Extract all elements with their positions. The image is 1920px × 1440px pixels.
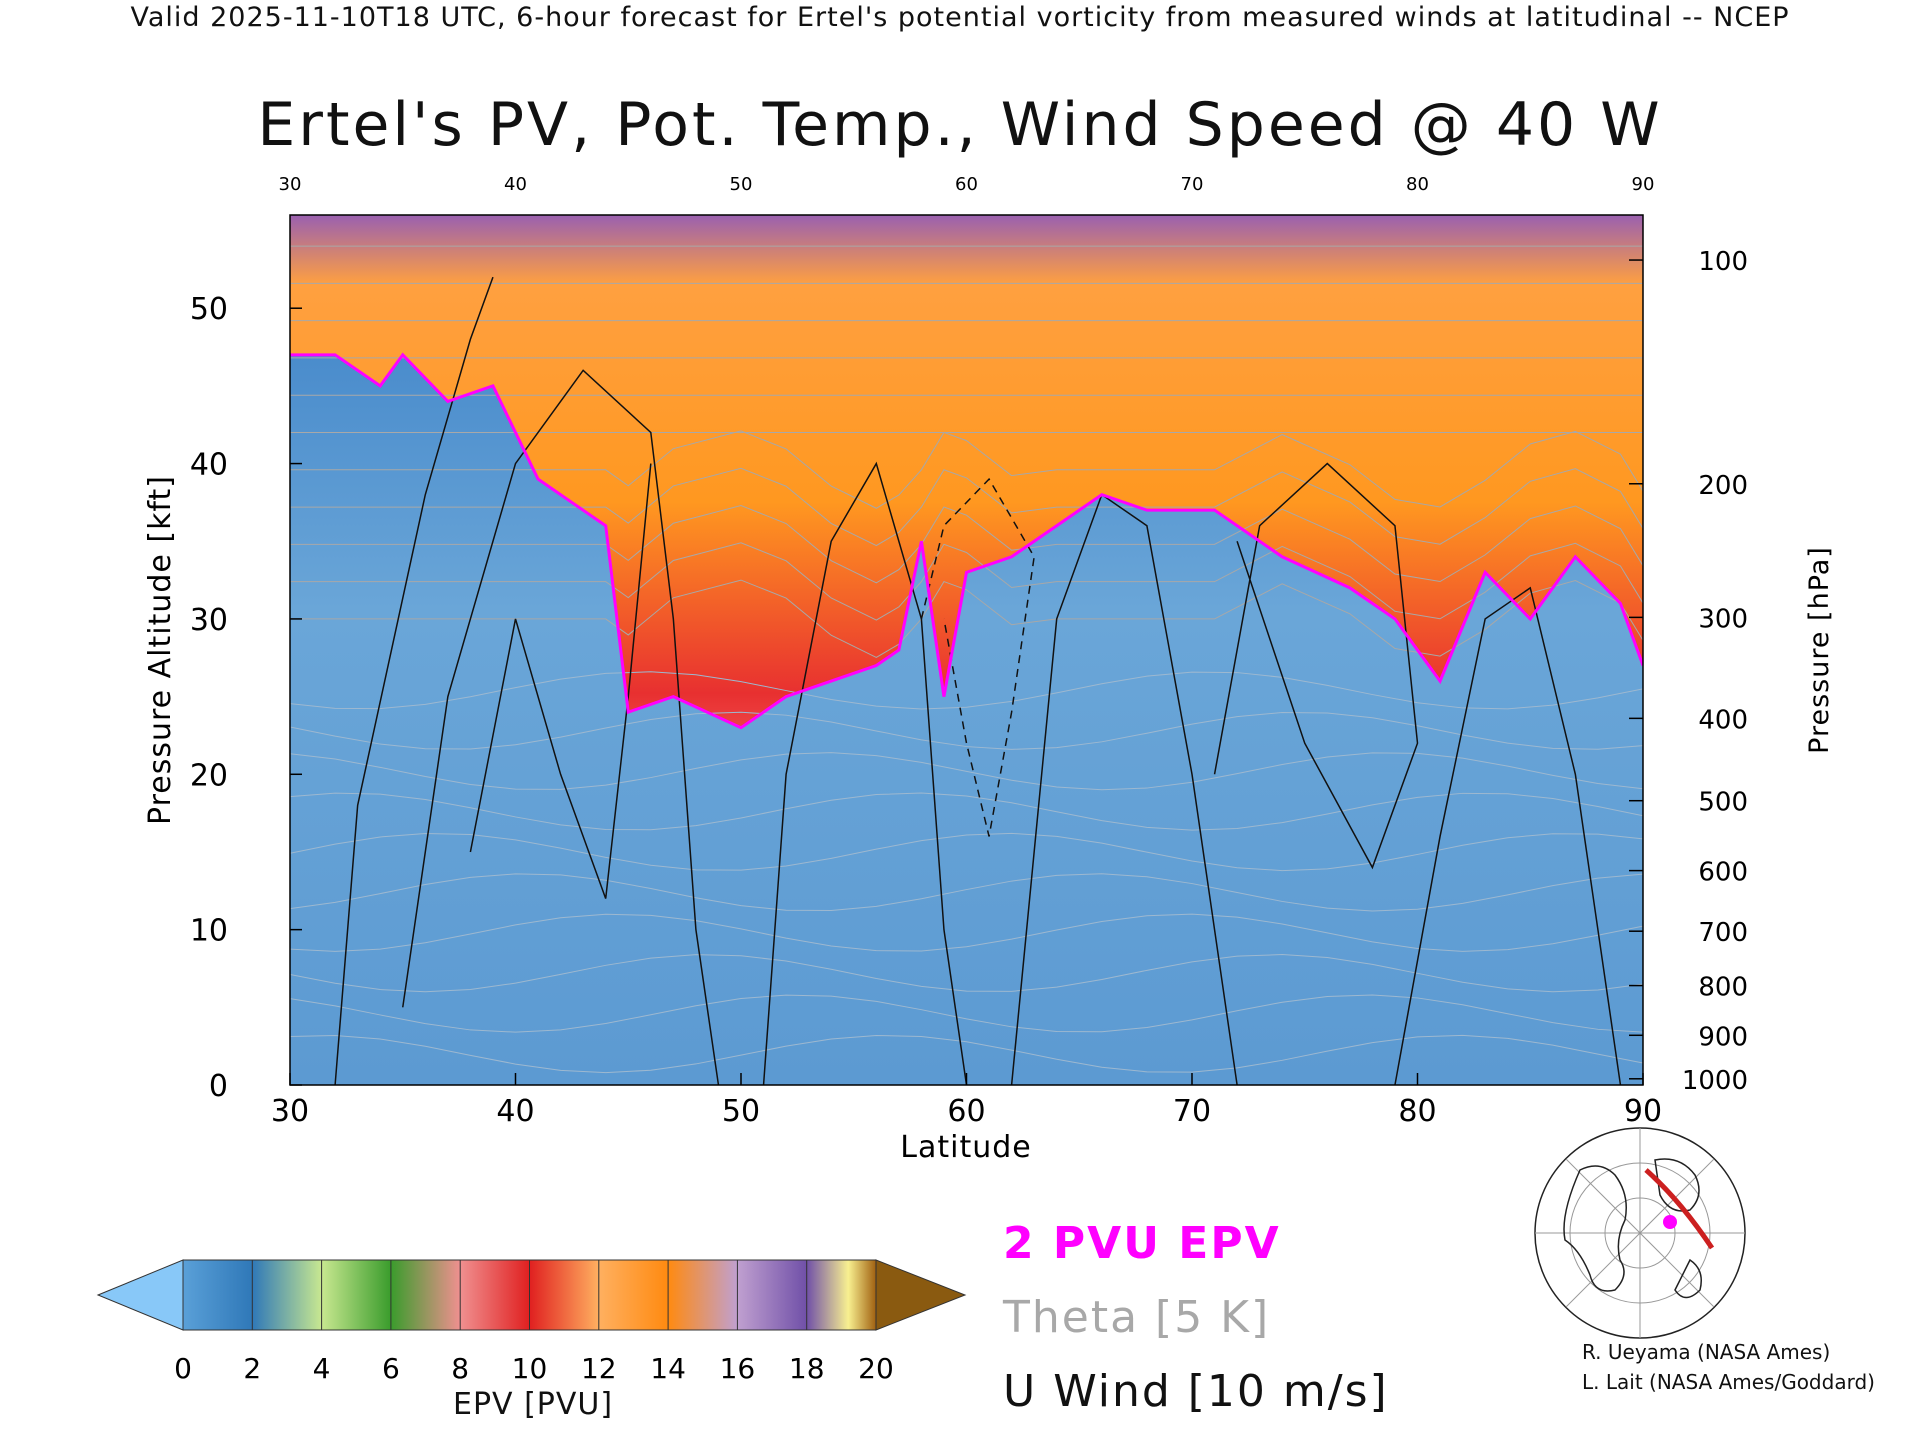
colorbar-tick-label: 12 <box>581 1352 617 1385</box>
map-coastline <box>1563 1158 1702 1299</box>
x-top-tick-label: 80 <box>1406 174 1429 195</box>
chart-title: Ertel's PV, Pot. Temp., Wind Speed @ 40 … <box>257 90 1663 160</box>
theta-contour <box>290 542 1643 621</box>
y-axis-label-right: Pressure [hPa] <box>1804 546 1835 754</box>
colorbar-tick-label: 14 <box>650 1352 686 1385</box>
map-location-marker <box>1663 1215 1677 1229</box>
valid-time-header: Valid 2025-11-10T18 UTC, 6-hour forecast… <box>130 2 1790 33</box>
x-tick-label: 40 <box>496 1094 534 1129</box>
x-tick-label: 60 <box>947 1094 985 1129</box>
theta-contour <box>290 711 1643 750</box>
u-wind-contour <box>1394 586 1622 1085</box>
y-tick-label-right: 800 <box>1698 973 1748 1003</box>
theta-contour <box>290 671 1643 710</box>
epv-colorbar: 0 2 4 6 8 10 12 14 16 18 20 <box>96 1259 967 1385</box>
u-wind-contour <box>469 463 652 899</box>
x-top-tick-label: 30 <box>279 174 302 195</box>
theta-contour <box>290 430 1643 509</box>
x-top-tick-label: 50 <box>730 174 753 195</box>
u-wind-negative-contour <box>920 477 1035 837</box>
colorbar-tick-label: 18 <box>789 1352 825 1385</box>
colorbar-label: EPV [PVU] <box>453 1387 614 1422</box>
y-tick-label-right: 500 <box>1698 788 1748 818</box>
tropopause-2pvu-line <box>290 352 1643 730</box>
y-tick-label-left: 50 <box>190 292 228 327</box>
theta-contour <box>290 792 1643 831</box>
y-tick-label-right: 400 <box>1698 705 1748 735</box>
x-tick-label: 30 <box>271 1094 309 1129</box>
credit-ueyama: R. Ueyama (NASA Ames) <box>1582 1340 1831 1364</box>
theta-contour <box>290 873 1643 912</box>
x-tick-label: 70 <box>1173 1094 1211 1129</box>
u-wind-contour <box>762 461 968 1085</box>
x-tick-label: 80 <box>1398 1094 1436 1129</box>
u-wind-contour <box>334 276 494 1085</box>
map-meridian <box>1565 1158 1715 1308</box>
theta-contour <box>290 913 1643 952</box>
colorbar-tick-label: 8 <box>451 1352 469 1385</box>
legend-u-wind: U Wind [10 m/s] <box>1003 1366 1389 1417</box>
theta-contour <box>290 832 1643 872</box>
y-tick-label-left: 0 <box>209 1069 228 1104</box>
x-axis-label: Latitude <box>900 1130 1031 1165</box>
y-axis-label-left: Pressure Altitude [kft] <box>143 475 178 825</box>
x-tick-label: 90 <box>1624 1094 1662 1129</box>
locator-map <box>1534 1127 1746 1339</box>
x-top-tick-label: 70 <box>1181 174 1204 195</box>
legend-2pvu-epv: 2 PVU EPV <box>1003 1218 1281 1269</box>
y-tick-label-right: 200 <box>1698 471 1748 501</box>
colorbar-tick-label: 16 <box>720 1352 756 1385</box>
x-top-tick-label: 90 <box>1632 174 1655 195</box>
colorbar-over-arrow <box>875 1259 967 1331</box>
y-tick-label-right: 1000 <box>1682 1066 1748 1096</box>
epv-field <box>290 215 1643 1085</box>
theta-contour <box>290 994 1643 1033</box>
y-tick-label-right: 100 <box>1698 247 1748 277</box>
credit-lait: L. Lait (NASA Ames/Goddard) <box>1582 1370 1875 1394</box>
colorbar-tick-label: 6 <box>382 1352 400 1385</box>
colorbar-tick-label: 4 <box>313 1352 331 1385</box>
y-tick-label-left: 40 <box>190 448 228 483</box>
y-tick-label-left: 20 <box>190 758 228 793</box>
theta-contour <box>290 467 1643 547</box>
x-top-tick-label: 40 <box>504 174 527 195</box>
colorbar-tick-label: 2 <box>243 1352 261 1385</box>
theta-contour <box>290 1034 1643 1074</box>
colorbar-tick-label: 20 <box>858 1352 894 1385</box>
x-tick-label: 50 <box>722 1094 760 1129</box>
theta-contour <box>290 954 1643 993</box>
y-tick-label-right: 700 <box>1698 918 1748 948</box>
y-tick-label-right: 300 <box>1698 604 1748 634</box>
y-tick-label-right: 900 <box>1698 1022 1748 1052</box>
theta-contour <box>290 752 1643 791</box>
y-tick-label-left: 10 <box>190 914 228 949</box>
colorbar-under-arrow <box>96 1259 184 1331</box>
legend-theta: Theta [5 K] <box>1003 1292 1271 1343</box>
colorbar-tick-label: 0 <box>174 1352 192 1385</box>
map-section-line <box>1644 1168 1715 1250</box>
y-tick-label-left: 30 <box>190 603 228 638</box>
y-tick-label-right: 600 <box>1698 858 1748 888</box>
colorbar-tick-label: 10 <box>512 1352 548 1385</box>
troposphere-fill <box>290 354 1643 1085</box>
u-wind-contour <box>402 369 720 1085</box>
x-top-tick-label: 60 <box>955 174 978 195</box>
